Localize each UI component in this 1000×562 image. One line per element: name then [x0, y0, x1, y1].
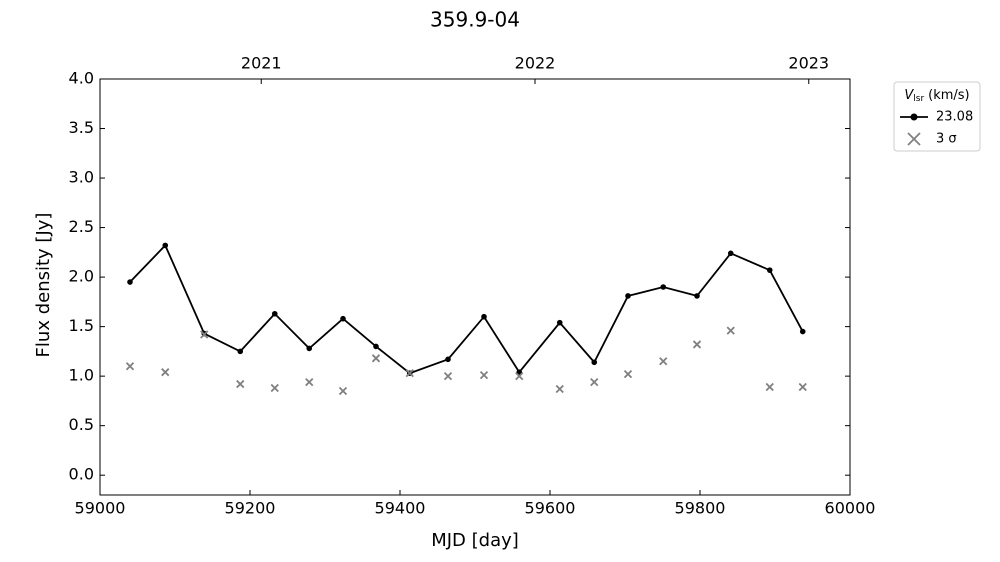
data-point — [373, 343, 379, 350]
legend-title-unit: (km/s) — [928, 88, 970, 103]
x-tick-label: 59600 — [525, 499, 576, 518]
data-point — [765, 382, 774, 392]
data-point — [555, 384, 564, 394]
data-point — [625, 293, 631, 299]
y-tick-label: 3.0 — [69, 168, 94, 187]
data-point — [590, 377, 599, 387]
x-tick-label: 59400 — [375, 499, 426, 518]
legend-label: 23.08 — [936, 110, 973, 125]
data-point — [200, 330, 209, 339]
legend-title-subscript: lsr — [913, 94, 924, 104]
data-point — [591, 359, 598, 366]
data-point — [306, 345, 313, 352]
data-point — [405, 369, 414, 378]
data-point — [515, 372, 524, 381]
data-point — [799, 328, 806, 335]
data-point — [556, 319, 563, 326]
y-tick-label: 1.0 — [69, 366, 94, 385]
y-tick-label: 3.5 — [69, 118, 94, 137]
y-tick-label: 2.0 — [69, 267, 94, 286]
series-line — [129, 243, 804, 375]
data-point — [338, 386, 348, 396]
data-point — [162, 242, 169, 249]
chart-title: 359.9-04 — [430, 8, 520, 32]
y-tick-label: 4.0 — [69, 69, 94, 88]
data-point — [445, 356, 451, 363]
x-tick-label: 59000 — [75, 499, 126, 518]
y-tick-label: 2.5 — [69, 217, 94, 236]
data-point — [125, 362, 135, 371]
x2-tick-label: 2022 — [515, 54, 556, 73]
data-point — [340, 315, 346, 322]
data-point — [766, 267, 773, 273]
x-tick-label: 60000 — [825, 499, 876, 518]
data-point — [694, 293, 700, 299]
data-point — [237, 348, 244, 355]
legend: Vlsr (km/s) — [893, 81, 981, 152]
y-axis-label: Flux density [Jy] — [33, 213, 54, 358]
x-tick-label: 59800 — [675, 499, 726, 518]
legend-title-symbol: V — [904, 88, 914, 103]
data-point — [127, 279, 133, 285]
data-point — [271, 310, 278, 317]
legend-marker — [910, 113, 918, 121]
legend-label: 3 σ — [936, 132, 957, 147]
legend-title: Vlsr (km/s) — [904, 88, 969, 104]
y-tick-label: 1.5 — [69, 316, 94, 335]
data-point — [236, 379, 245, 389]
data-point — [660, 284, 667, 290]
data-point — [623, 370, 633, 379]
data-point — [727, 250, 734, 257]
data-point — [692, 340, 702, 349]
data-point — [479, 371, 489, 380]
data-point — [443, 372, 453, 381]
data-point — [161, 368, 170, 377]
legend-marker — [907, 132, 921, 146]
x2-tick-label: 2021 — [241, 54, 282, 73]
data-point — [481, 313, 487, 320]
x-tick-label: 59200 — [225, 499, 276, 518]
data-point — [798, 382, 807, 392]
x-axis-label: MJD [day] — [431, 530, 519, 551]
legend-box — [893, 81, 981, 152]
plot-frame — [99, 78, 851, 496]
y-tick-label: 0.0 — [69, 465, 94, 484]
x2-tick-label: 2023 — [788, 54, 829, 73]
data-point — [305, 377, 314, 387]
y-tick-label: 0.5 — [69, 415, 94, 434]
data-point — [659, 357, 668, 366]
data-point — [270, 383, 279, 393]
data-point — [726, 326, 735, 335]
data-point — [371, 354, 381, 363]
